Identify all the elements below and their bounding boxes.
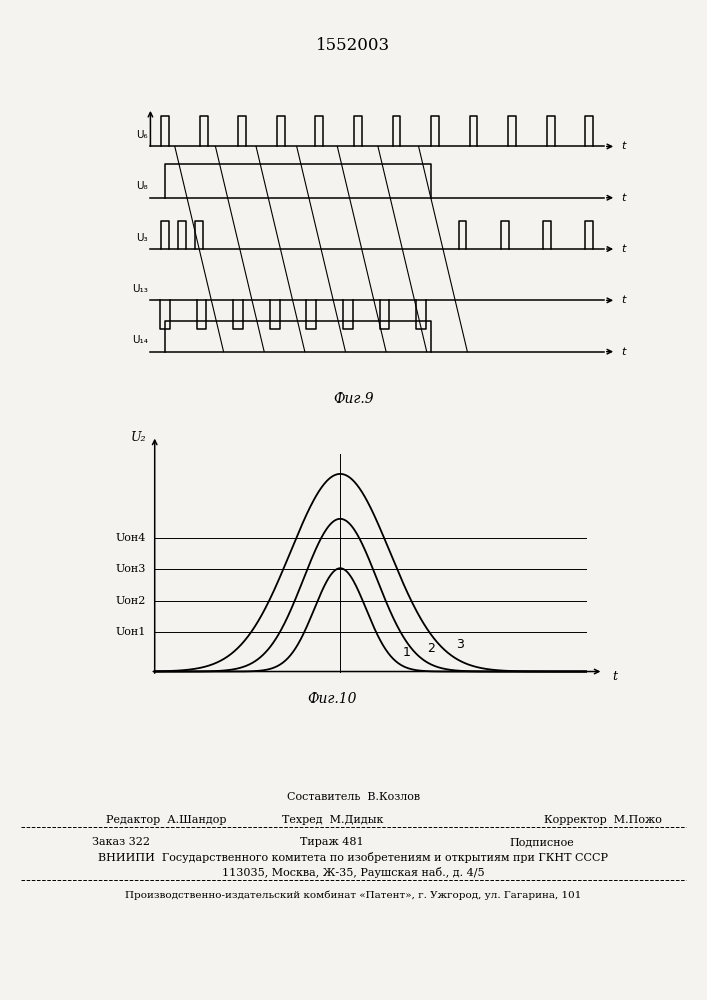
Text: Техред  М.Дидык: Техред М.Дидык [281, 815, 383, 825]
Text: Корректор  М.Пожо: Корректор М.Пожо [544, 815, 662, 825]
Text: U₃: U₃ [136, 233, 148, 243]
Text: Подписное: Подписное [509, 837, 574, 847]
Text: t: t [621, 141, 625, 151]
Text: Uон3: Uон3 [116, 564, 146, 574]
Text: t: t [612, 670, 617, 683]
Text: U₁₄: U₁₄ [132, 335, 148, 345]
Text: t: t [621, 295, 625, 305]
Text: 2: 2 [427, 642, 435, 655]
Text: t: t [621, 347, 625, 357]
Text: Uон2: Uон2 [116, 596, 146, 606]
Text: 1: 1 [403, 646, 411, 659]
Text: Редактор  А.Шандор: Редактор А.Шандор [106, 815, 226, 825]
Text: Uон4: Uон4 [116, 533, 146, 543]
Text: Производственно-издательский комбинат «Патент», г. Ужгород, ул. Гагарина, 101: Производственно-издательский комбинат «П… [125, 890, 582, 900]
Text: Uон1: Uон1 [116, 627, 146, 637]
Text: U₈: U₈ [136, 181, 148, 191]
Text: 113035, Москва, Ж-35, Раушская наб., д. 4/5: 113035, Москва, Ж-35, Раушская наб., д. … [222, 867, 485, 878]
Text: Составитель  В.Козлов: Составитель В.Козлов [287, 792, 420, 802]
Text: U₆: U₆ [136, 130, 148, 140]
Text: U₁₃: U₁₃ [132, 284, 148, 294]
Text: 1552003: 1552003 [317, 36, 390, 53]
Text: t: t [621, 244, 625, 254]
Text: t: t [621, 193, 625, 203]
Text: Фиг.10: Фиг.10 [308, 692, 357, 706]
Text: Тираж 481: Тираж 481 [300, 837, 364, 847]
Text: U₂: U₂ [131, 431, 146, 444]
Text: Заказ 322: Заказ 322 [92, 837, 150, 847]
Text: ВНИИПИ  Государственного комитета по изобретениям и открытиям при ГКНТ СССР: ВНИИПИ Государственного комитета по изоб… [98, 852, 609, 863]
Text: 3: 3 [456, 638, 464, 651]
Text: Фиг.9: Фиг.9 [333, 392, 374, 406]
